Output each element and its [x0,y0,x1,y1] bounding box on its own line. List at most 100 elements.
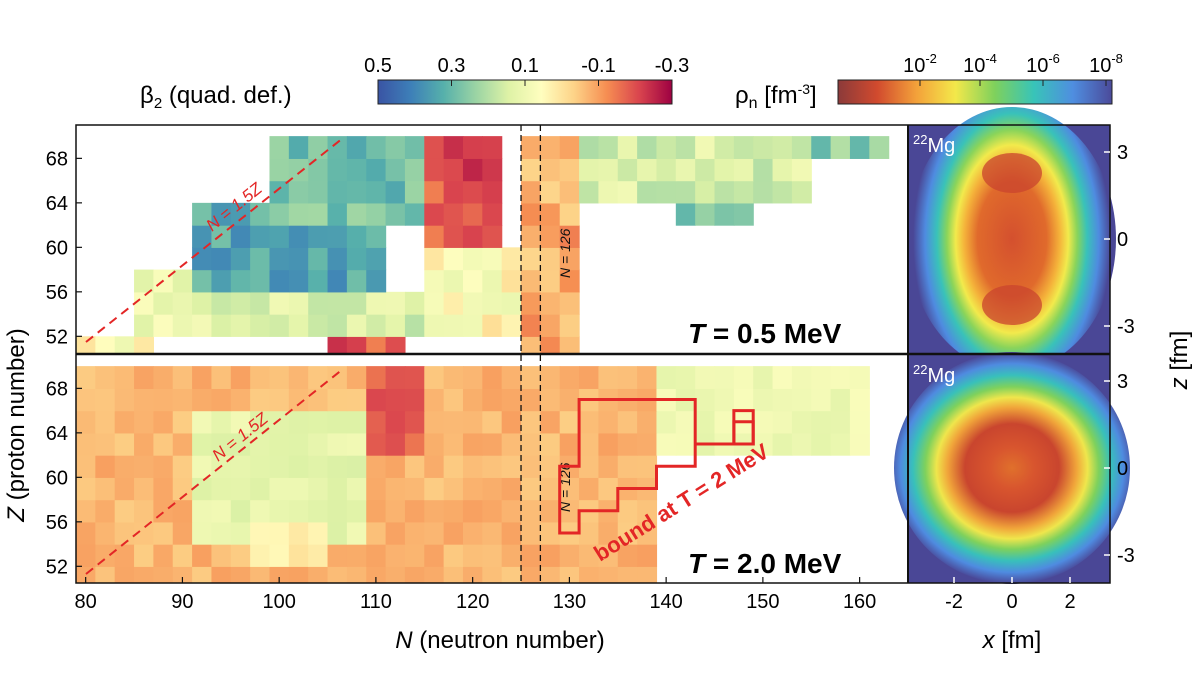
heatmap-cell [540,136,561,159]
heatmap-cell [172,388,193,412]
heatmap-cell [714,366,735,389]
heatmap-cell [250,247,271,271]
heatmap-cell [366,544,387,567]
heatmap-cell [521,291,541,315]
y-tick-label: 64 [46,193,68,215]
heatmap-cell [192,291,213,315]
heatmap-cell [404,521,425,545]
heatmap-cell [153,410,174,434]
heatmap-cell [192,202,213,226]
heatmap-cell [540,269,561,293]
heatmap-cell [327,521,348,545]
heatmap-cell [385,180,406,204]
heatmap-cell [230,410,251,434]
heatmap-cell [211,202,232,226]
heatmap-cell [733,388,754,412]
heatmap-cell [462,269,483,293]
heatmap-cell [95,432,116,456]
heatmap-cell [366,158,387,182]
heatmap-cell [443,225,464,248]
heatmap-cell [482,544,503,567]
colorbar-beta-tick: 0.1 [511,55,539,77]
heatmap-cell [269,499,290,523]
heatmap-cell [482,432,503,456]
heatmap-cell [172,366,193,389]
heatmap-cell [501,269,522,293]
heatmap-cell [579,544,600,567]
heatmap-cell [250,388,271,412]
heatmap-cell [540,180,561,204]
heatmap-cell [230,247,251,271]
x-tick-label: 130 [553,591,586,613]
heatmap-cell [656,136,677,159]
heatmap-cell [366,477,387,501]
heatmap-cell [288,158,309,182]
nucleus-label-top: 22Mg [913,132,955,157]
heatmap-cell [753,410,774,434]
heatmap-cell [288,477,309,501]
heatmap-cell [753,432,774,456]
density-z-tick: -3 [1117,316,1135,338]
heatmap-cell [559,566,580,583]
heatmap-cell [424,180,445,204]
heatmap-cell [656,158,677,182]
heatmap-cell [733,136,754,159]
heatmap-cell [714,180,735,204]
heatmap-cell [521,477,541,501]
heatmap-cell [172,499,193,523]
heatmap-cell [346,202,367,226]
panel-title-top: T = 0.5 MeV [688,318,842,349]
heatmap-cell [269,291,290,315]
x-tick-label: 140 [649,591,682,613]
heatmap-cell [791,410,812,434]
heatmap-cell [385,544,406,567]
heatmap-cell [540,455,561,478]
heatmap-cell [95,521,116,545]
heatmap-cell [346,544,367,567]
heatmap-cell [772,432,793,456]
heatmap-cell [811,432,832,456]
heatmap-cell [211,269,232,293]
heatmap-cell [443,566,464,583]
heatmap-cell [482,180,503,204]
heatmap-cell [95,366,116,389]
heatmap-cell [404,366,425,389]
x-axis-label: N (neutron number) [395,627,604,654]
heatmap-cell [404,455,425,478]
heatmap-cell [134,388,154,412]
heatmap-cell [134,477,154,501]
heatmap-cell [230,432,251,456]
heatmap-cell [114,521,135,545]
heatmap-cell [695,410,716,434]
heatmap-cell [501,544,522,567]
y-tick-label: 68 [46,378,68,400]
heatmap-cell [153,432,174,456]
heatmap-cell [366,566,387,583]
heatmap-cell [521,432,541,456]
heatmap-cell [172,566,193,583]
heatmap-cell [482,136,503,159]
heatmap-cell [76,432,96,456]
heatmap-cell [250,410,271,434]
heatmap-cell [424,366,445,389]
x-tick-label: 80 [75,591,97,613]
n126-guides [520,125,542,583]
heatmap-cell [288,566,309,583]
heatmap-cell [462,499,483,523]
heatmap-cell [598,432,619,456]
heatmap-cell [521,499,541,523]
heatmap-cell [714,388,735,412]
heatmap-cell [308,180,329,204]
heatmap-cell [308,158,329,182]
heatmap-cell [192,477,213,501]
heatmap-cell [637,455,658,478]
heatmap-cell [269,314,290,337]
heatmap-cell [288,388,309,412]
heatmap-cell [192,366,213,389]
heatmap-cell [424,158,445,182]
heatmap-cell [540,336,561,353]
heatmap-cell [791,388,812,412]
heatmap-cell [153,388,174,412]
x-tick-label: 120 [456,591,489,613]
heatmap-cell [114,336,135,353]
